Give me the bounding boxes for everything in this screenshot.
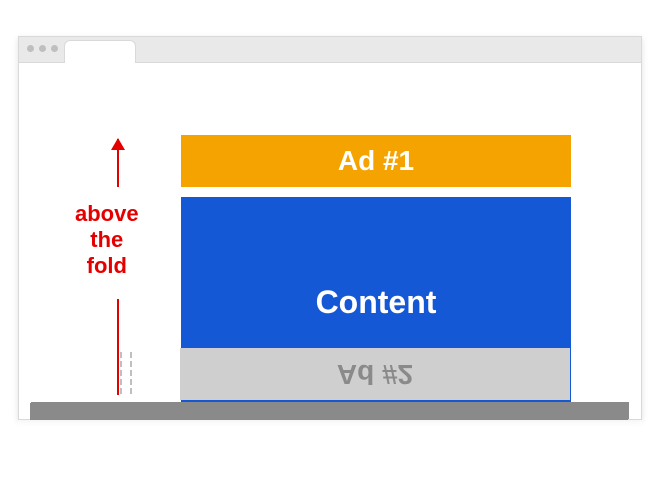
browser-viewport: Ad #1 Content The fold above the fold [19, 63, 641, 419]
annotation-line-1: above [75, 201, 139, 227]
above-fold-annotation: above the fold [75, 201, 139, 279]
annotation-line-2: the [75, 227, 139, 253]
fold-label: The fold [308, 404, 351, 418]
traffic-lights-icon [27, 45, 58, 52]
arrow-line-icon [117, 299, 119, 395]
ad-slot-1: Ad #1 [181, 135, 571, 187]
content-label: Content [316, 284, 437, 321]
content-block: Content [181, 197, 571, 407]
ad-1-label: Ad #1 [338, 145, 414, 177]
annotation-line-3: fold [75, 253, 139, 279]
reflection-gradient [18, 420, 642, 500]
browser-chrome [19, 37, 641, 63]
browser-tab [64, 40, 136, 63]
arrow-up-icon [117, 139, 119, 187]
browser-window: Ad #1 Content The fold above the fold [18, 36, 642, 420]
fold-bar: The fold [31, 402, 629, 419]
